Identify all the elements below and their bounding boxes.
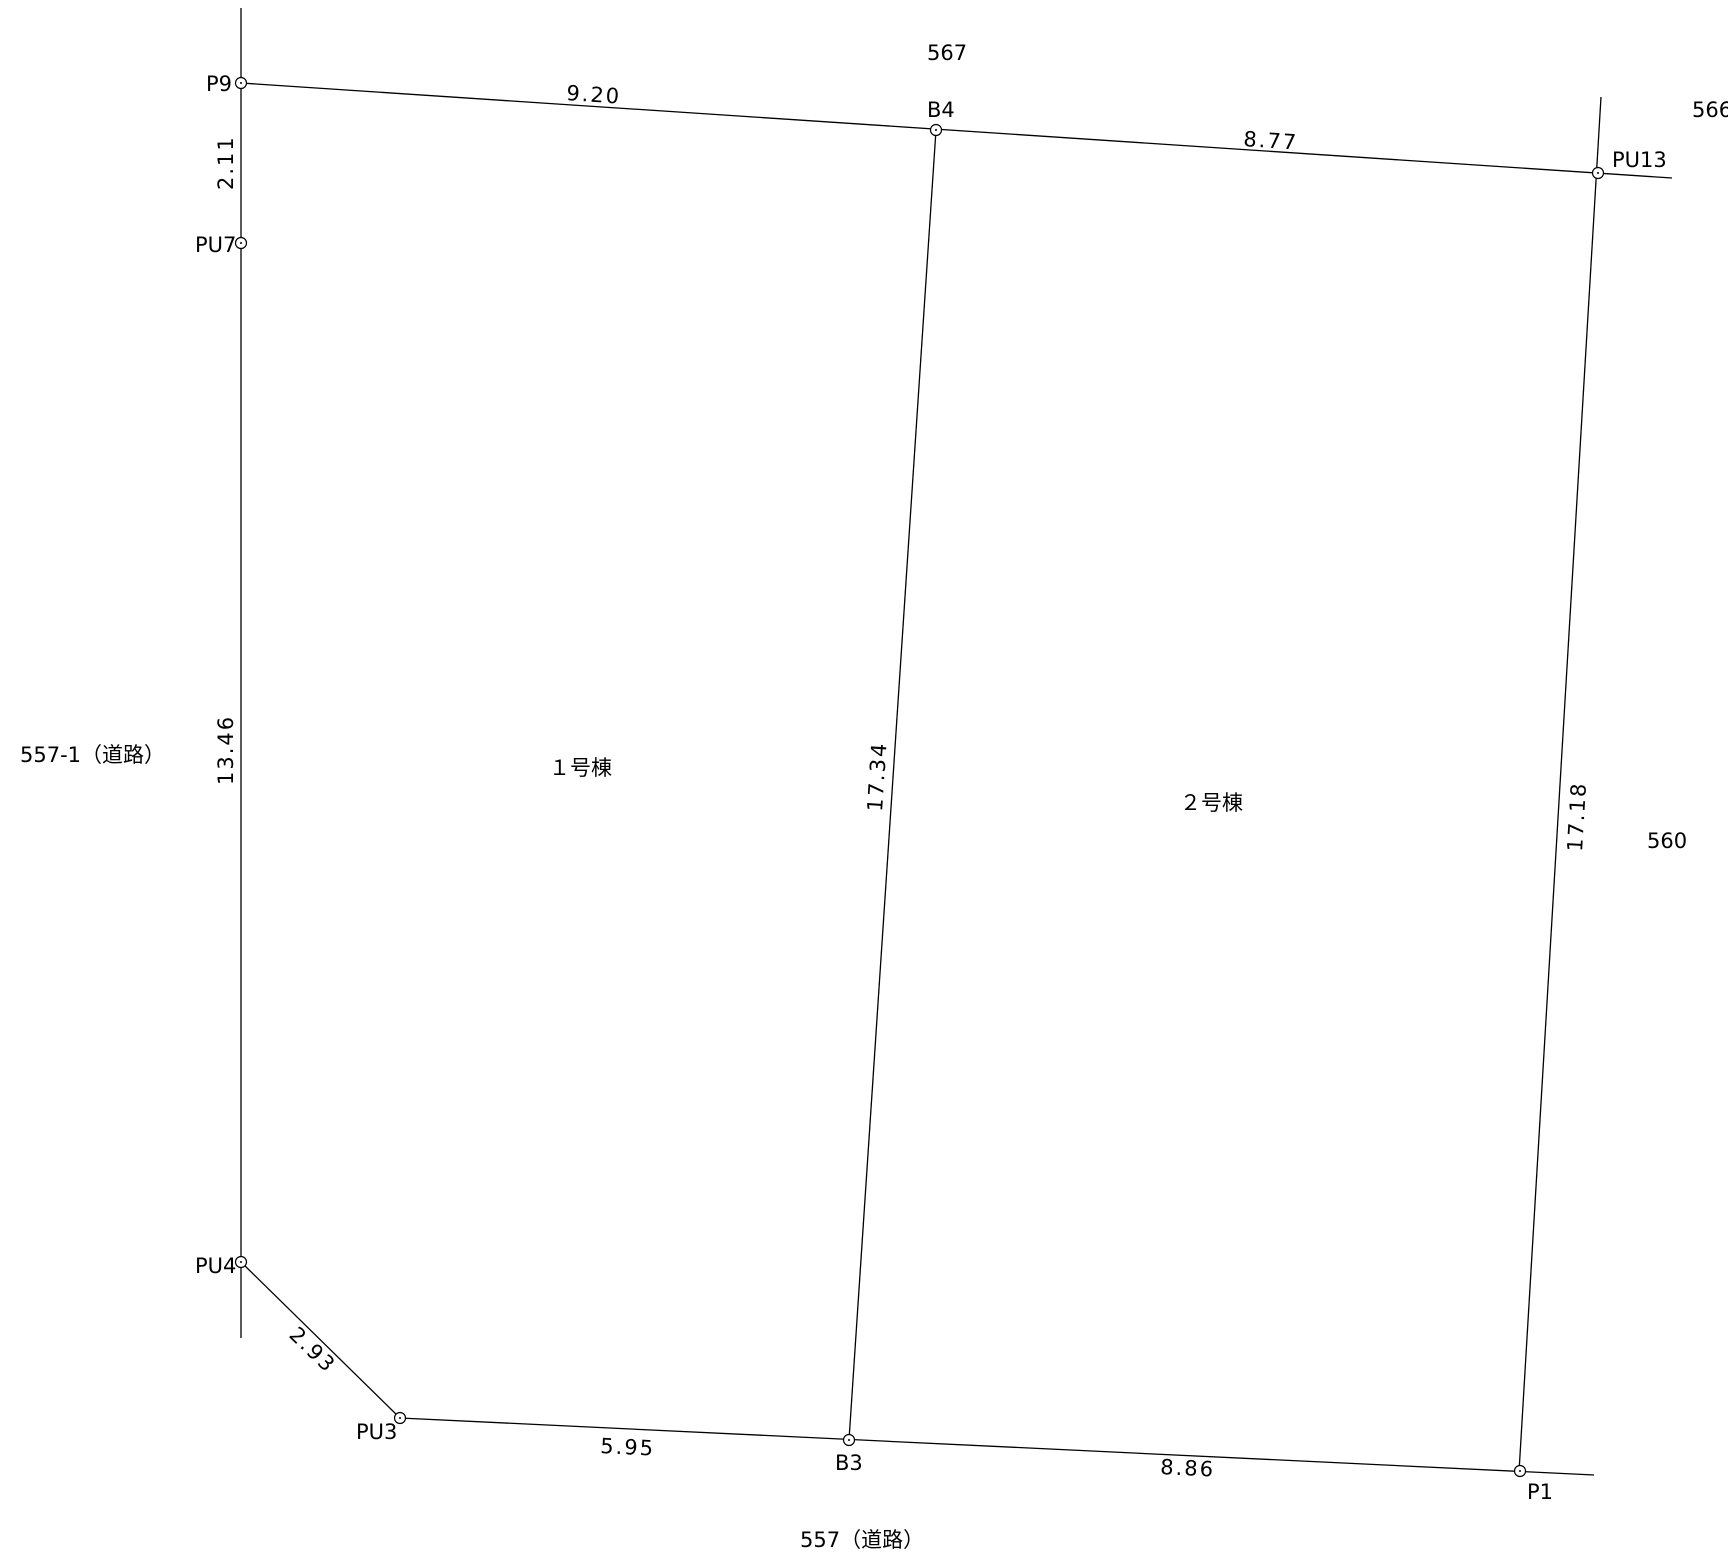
dimension-b4-b3: 17.34 <box>863 741 892 813</box>
corner-cut-line <box>240 1261 401 1419</box>
dimension-p9-pu7: 2.11 <box>214 135 238 190</box>
point-marker-pu3 <box>393 1411 407 1425</box>
point-label-pu3: PU3 <box>356 1420 397 1444</box>
dimension-pu4-pu3: 2.93 <box>285 1322 341 1377</box>
point-marker-pu13 <box>1591 166 1605 180</box>
parcel-label-south: 557（道路） <box>800 1528 924 1552</box>
point-marker-p9 <box>234 76 248 90</box>
north-boundary-line <box>240 82 1673 179</box>
point-label-p1: P1 <box>1527 1480 1553 1504</box>
dimension-p9-b4: 9.20 <box>566 81 622 109</box>
lot-division-line <box>848 129 937 1441</box>
point-label-pu4: PU4 <box>195 1254 236 1278</box>
dimension-b4-pu13: 8.77 <box>1243 127 1299 155</box>
dimension-pu13-p1: 17.18 <box>1563 781 1591 852</box>
east-boundary-line <box>1518 96 1602 1473</box>
building-label-lot2: ２号棟 <box>1180 791 1243 815</box>
point-marker-b3 <box>842 1433 856 1447</box>
dimension-pu3-b3: 5.95 <box>600 1434 656 1461</box>
dimension-b3-p1: 8.86 <box>1160 1455 1216 1482</box>
point-label-b3: B3 <box>835 1451 863 1475</box>
dimension-pu7-pu4: 13.46 <box>214 715 238 785</box>
south-boundary-line <box>399 1417 1595 1476</box>
parcel-label-west: 557-1（道路） <box>20 743 165 767</box>
parcel-label-northeast: 566 <box>1692 98 1728 122</box>
parcel-label-east: 560 <box>1647 829 1687 853</box>
point-marker-b4 <box>929 123 943 137</box>
point-label-p9: P9 <box>206 72 232 96</box>
parcel-label-north: 567 <box>927 41 967 65</box>
point-marker-pu7 <box>234 236 248 250</box>
point-label-pu7: PU7 <box>195 233 236 257</box>
point-label-pu13: PU13 <box>1612 148 1667 172</box>
building-label-lot1: １号棟 <box>549 756 612 780</box>
point-marker-pu4 <box>234 1255 248 1269</box>
point-label-b4: B4 <box>927 98 955 122</box>
point-marker-p1 <box>1513 1464 1527 1478</box>
